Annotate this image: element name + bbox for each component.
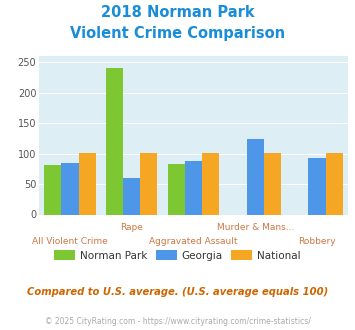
- Bar: [308, 158, 326, 215]
- Bar: [106, 68, 123, 215]
- Bar: [61, 163, 78, 214]
- Bar: [247, 139, 264, 214]
- Bar: [264, 153, 281, 214]
- Legend: Norman Park, Georgia, National: Norman Park, Georgia, National: [50, 246, 305, 265]
- Text: 2018 Norman Park: 2018 Norman Park: [101, 5, 254, 20]
- Text: Compared to U.S. average. (U.S. average equals 100): Compared to U.S. average. (U.S. average …: [27, 287, 328, 297]
- Text: All Violent Crime: All Violent Crime: [32, 237, 108, 246]
- Text: Violent Crime Comparison: Violent Crime Comparison: [70, 26, 285, 41]
- Bar: [123, 178, 140, 214]
- Bar: [44, 165, 61, 214]
- Bar: [140, 153, 158, 214]
- Text: Aggravated Assault: Aggravated Assault: [149, 237, 238, 246]
- Bar: [202, 153, 219, 214]
- Bar: [78, 153, 96, 214]
- Bar: [168, 164, 185, 214]
- Bar: [326, 153, 343, 214]
- Text: Murder & Mans...: Murder & Mans...: [217, 223, 294, 232]
- Text: Robbery: Robbery: [298, 237, 336, 246]
- Bar: [185, 161, 202, 214]
- Text: Rape: Rape: [120, 223, 143, 232]
- Text: © 2025 CityRating.com - https://www.cityrating.com/crime-statistics/: © 2025 CityRating.com - https://www.city…: [45, 317, 310, 326]
